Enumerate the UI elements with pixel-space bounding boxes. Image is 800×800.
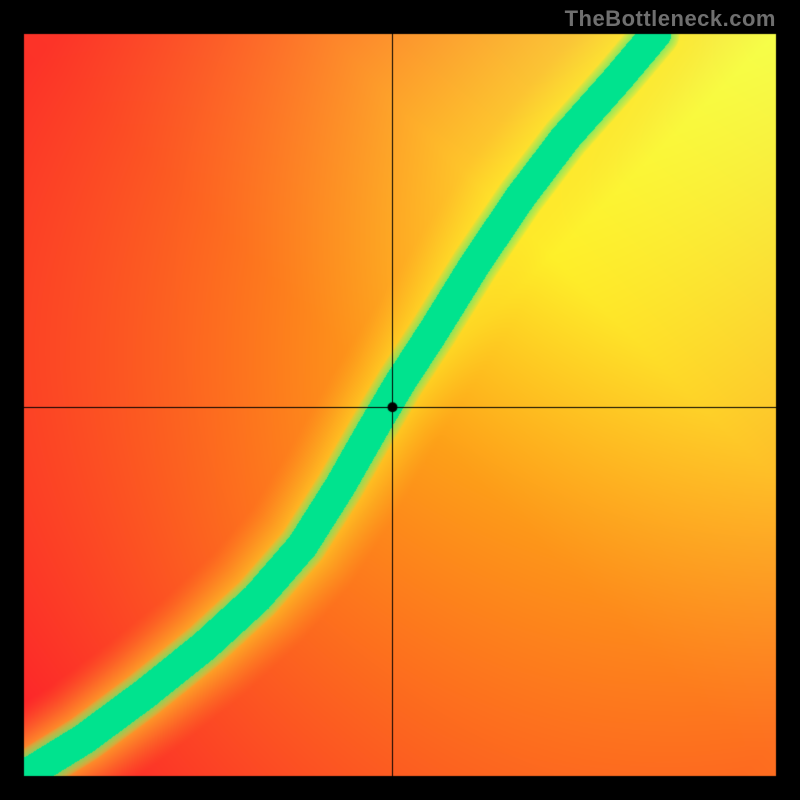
- chart-frame: { "watermark": { "text": "TheBottleneck.…: [0, 0, 800, 800]
- watermark-text: TheBottleneck.com: [565, 6, 776, 32]
- bottleneck-heatmap: [0, 0, 800, 800]
